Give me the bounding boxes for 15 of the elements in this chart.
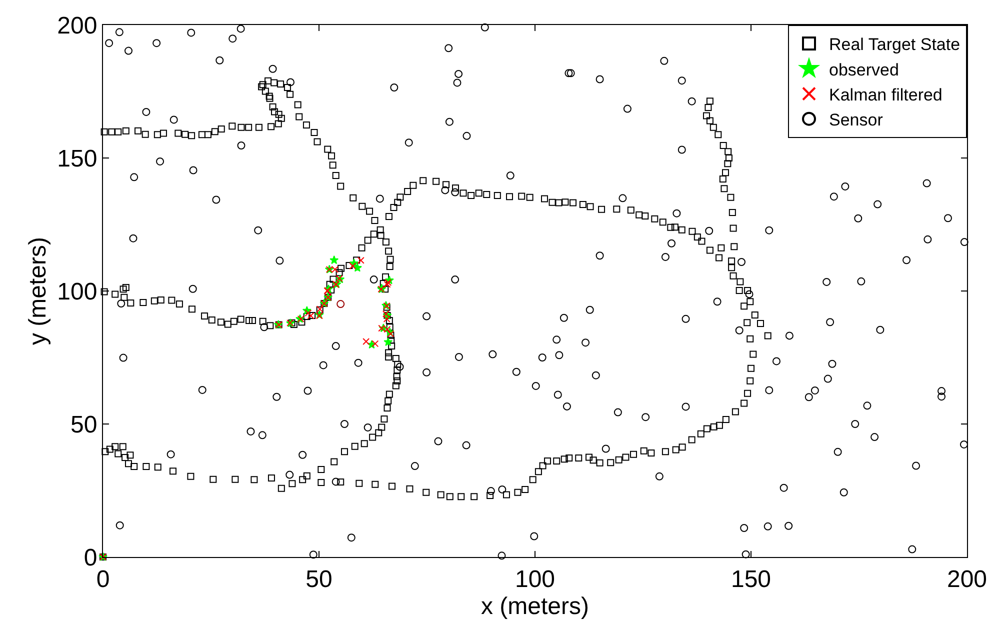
y-axis-title: y (meters): [24, 237, 52, 345]
legend-label: Kalman filtered: [829, 85, 942, 104]
x-tick-label: 150: [730, 566, 772, 593]
y-tick-label: 50: [70, 411, 98, 438]
x-tick-label: 50: [306, 566, 332, 593]
x-axis-title: x (meters): [481, 592, 589, 620]
y-tick-label: 100: [57, 278, 98, 306]
y-tick-label: 150: [57, 145, 98, 172]
legend-label: Sensor: [829, 110, 884, 130]
y-tick-label: 200: [57, 12, 98, 40]
y-tick-label: 0: [84, 544, 98, 572]
x-tick-label: 200: [946, 566, 988, 593]
x-tick-label: 100: [514, 566, 556, 593]
legend-label: observed: [829, 60, 899, 80]
legend-label: Real Target State: [829, 35, 960, 54]
